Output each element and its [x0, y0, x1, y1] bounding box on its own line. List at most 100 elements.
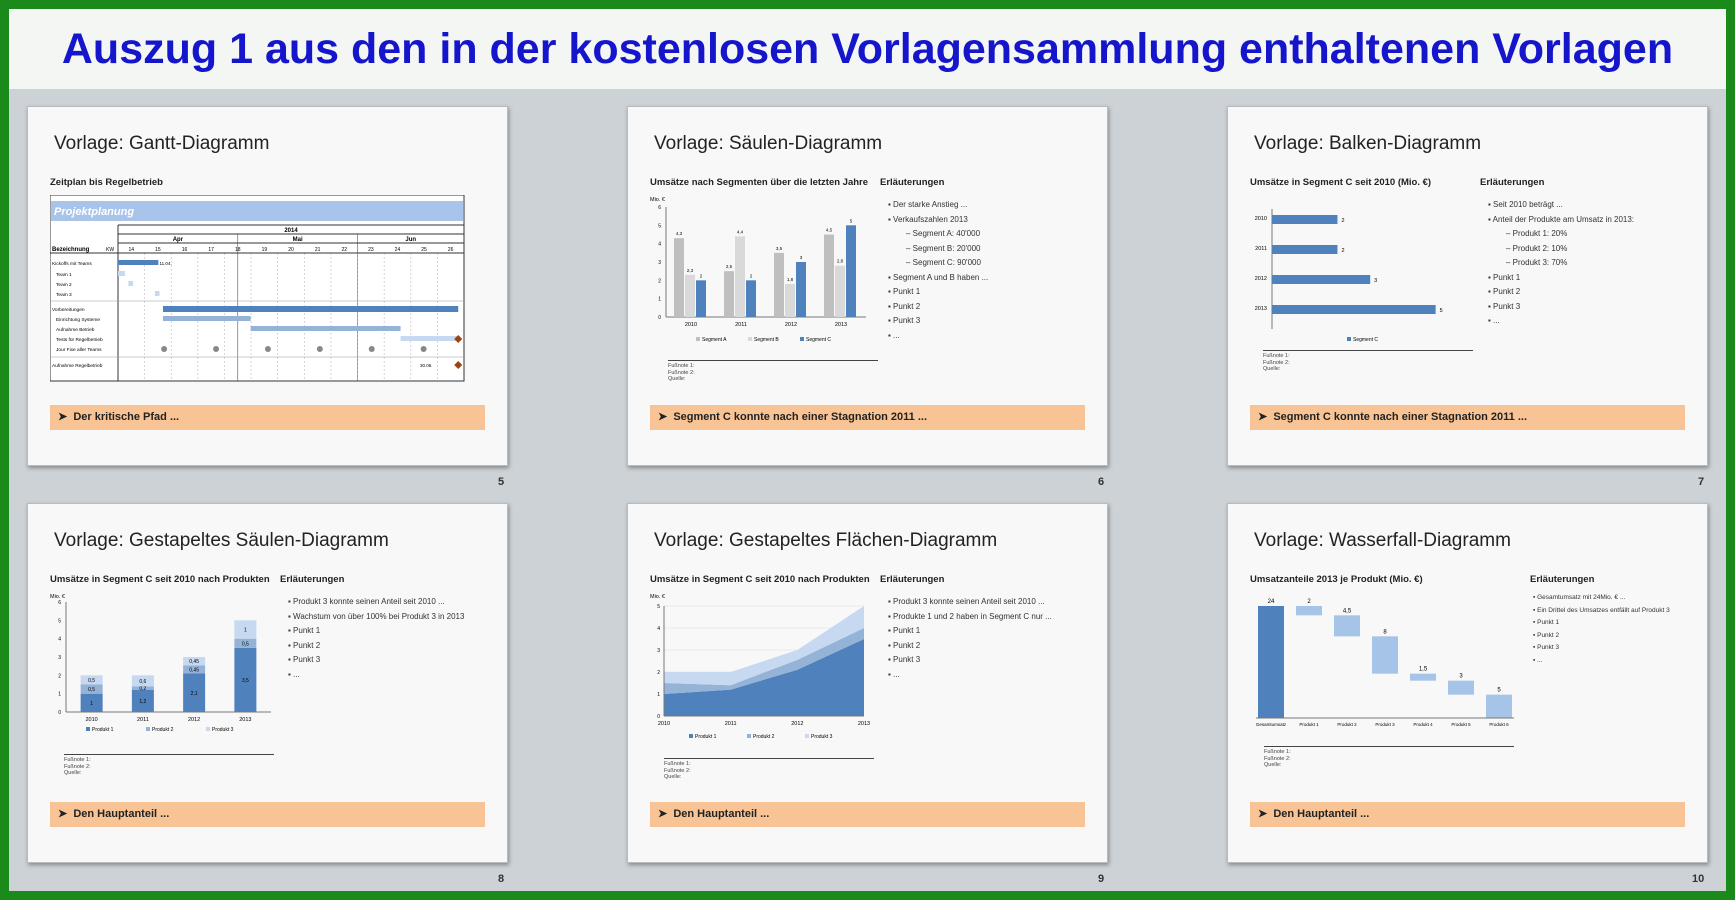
waterfall-bar — [1372, 636, 1398, 674]
x-tick-label: 2011 — [725, 721, 737, 727]
y-tick-label: 0 — [58, 710, 61, 716]
callout-box: ➤ Segment C konnte nach einer Stagnation… — [650, 405, 1085, 430]
callout-box: ➤ Den Hauptanteil ... — [650, 802, 1085, 827]
footnote: Fußnote 1: — [664, 761, 691, 767]
note-item: ▪ Der starke Anstieg ... — [888, 200, 968, 209]
note-item: – Segment B: 20'000 — [906, 243, 981, 253]
legend-swatch — [146, 727, 150, 731]
x-tick-label: 2011 — [137, 717, 149, 723]
footnote: Fußnote 1: — [64, 757, 91, 763]
legend-label: Segment B — [754, 337, 779, 343]
note-item: ▪ ... — [288, 669, 300, 679]
bar — [746, 280, 756, 317]
data-label: 5 — [1497, 688, 1501, 694]
gantt-week: 14 — [129, 247, 135, 253]
note-item: ▪ ... — [888, 669, 900, 679]
gantt-task-bar — [118, 260, 159, 265]
note-item: ▪ ... — [888, 330, 900, 340]
gantt-week: 21 — [315, 247, 321, 253]
note-item: ▪ Punkt 1 — [288, 626, 321, 635]
slide-bar-chart[interactable]: Vorlage: Balken-Diagramm Umsätze in Segm… — [1227, 106, 1708, 466]
footnote: Fußnote 2: — [664, 767, 691, 774]
page-number: 9 — [1098, 873, 1105, 885]
y-tick-label: 2 — [58, 673, 61, 679]
callout-box: ➤ Der kritische Pfad ... — [50, 405, 485, 430]
slide-waterfall-chart[interactable]: Vorlage: Wasserfall-Diagramm Umsatzantei… — [1227, 503, 1708, 863]
slide-column-chart[interactable]: Vorlage: Säulen-Diagramm Umsätze nach Se… — [627, 106, 1108, 466]
page-number: 6 — [1098, 476, 1105, 488]
bar — [774, 252, 784, 317]
data-label: 1,5 — [1419, 667, 1428, 673]
data-label: 3 — [1374, 278, 1377, 284]
bar-segment — [80, 693, 103, 712]
area-series — [664, 606, 864, 686]
legend-label: Segment C — [1353, 337, 1378, 343]
footnote: Fußnote 2: — [64, 763, 91, 770]
note-item: ▪ Punkt 2 — [288, 640, 321, 650]
gantt-row-label: Aufnahme Regelbetrieb — [52, 363, 103, 369]
slide-stacked-area-chart[interactable]: Vorlage: Gestapeltes Flächen-Diagramm Um… — [627, 503, 1108, 863]
y-tick-label: 0 — [658, 315, 661, 321]
legend-swatch — [800, 337, 804, 341]
data-label: 0,45 — [189, 667, 199, 673]
bar-segment — [80, 675, 103, 685]
note-item: – Produkt 1: 20% — [1506, 229, 1568, 238]
callout-text: Den Hauptanteil ... — [73, 808, 170, 820]
bar — [1272, 305, 1436, 314]
data-label: 4,4 — [737, 229, 744, 234]
notes-title: Erläuterungen — [1480, 177, 1545, 188]
note-item: – Segment C: 90'000 — [906, 258, 981, 267]
gantt-jourfixe-dot — [368, 346, 375, 352]
gantt-task-label: 11.04. — [160, 261, 172, 266]
footnote: Fußnote 2: — [668, 369, 695, 376]
slide-stacked-column-chart[interactable]: Vorlage: Gestapeltes Säulen-Diagramm Ums… — [27, 503, 508, 863]
y-tick-label: 1 — [658, 297, 661, 303]
bar-segment — [234, 620, 257, 639]
page-number: 8 — [498, 873, 505, 885]
note-item: ▪ Produkt 3 konnte seinen Anteil seit 20… — [288, 597, 445, 606]
data-label: 0,5 — [242, 641, 249, 647]
y-tick-label: 5 — [657, 604, 660, 610]
bar — [1272, 245, 1338, 254]
notes-list: ▪ Produkt 3 konnte seinen Anteil seit 20… — [288, 595, 464, 682]
gantt-col-label: Bezeichnung — [52, 247, 90, 253]
y-tick-label: 4 — [58, 637, 61, 643]
note-item: ▪ Produkt 3 konnte seinen Anteil seit 20… — [888, 597, 1045, 606]
bar — [824, 234, 834, 317]
notes-title: Erläuterungen — [880, 574, 945, 585]
data-label: 5 — [1440, 308, 1443, 314]
slide-gantt[interactable]: Vorlage: Gantt-Diagramm Zeitplan bis Reg… — [27, 106, 508, 466]
footnote: Fußnote 1: — [1263, 353, 1290, 359]
waterfall-bar — [1448, 680, 1474, 695]
data-label: 3 — [1459, 674, 1463, 680]
note-item: ▪ Punkt 2 — [888, 640, 921, 650]
gantt-month: Apr — [173, 237, 184, 243]
x-tick-label: 2012 — [785, 322, 797, 328]
note-item: ▪ Punkt 3 — [1488, 301, 1521, 311]
data-label: 0,2 — [139, 686, 146, 692]
gantt-year: 2014 — [284, 228, 298, 234]
x-tick-label: 2010 — [685, 322, 697, 328]
data-label: 3,5 — [242, 678, 249, 684]
bar-segment — [80, 684, 103, 694]
gantt-week: 22 — [341, 247, 347, 253]
bar-segment — [234, 647, 257, 712]
x-tick-label: Gesamtumsatz — [1256, 722, 1287, 727]
data-label: 2 — [750, 273, 753, 278]
y-tick-label: 0 — [657, 714, 660, 720]
footnotes: Fußnote 1: Fußnote 2: Quelle: — [668, 360, 878, 383]
gantt-jourfixe-dot — [420, 346, 427, 352]
callout-box: ➤ Den Hauptanteil ... — [50, 802, 485, 827]
slide-title: Vorlage: Gestapeltes Säulen-Diagramm — [54, 530, 389, 551]
x-tick-label: 2013 — [835, 322, 847, 328]
x-tick-label: 2013 — [858, 721, 870, 727]
footnote: Quelle: — [64, 770, 82, 776]
data-label: 4,3 — [676, 231, 683, 236]
legend-swatch — [206, 727, 210, 731]
x-tick-label: Produkt 3 — [1375, 722, 1395, 727]
legend-label: Produkt 2 — [152, 727, 174, 733]
bar — [796, 262, 806, 317]
bar-segment — [183, 665, 206, 674]
callout-text: Den Hauptanteil ... — [673, 808, 770, 820]
page-number: 7 — [1698, 476, 1705, 488]
